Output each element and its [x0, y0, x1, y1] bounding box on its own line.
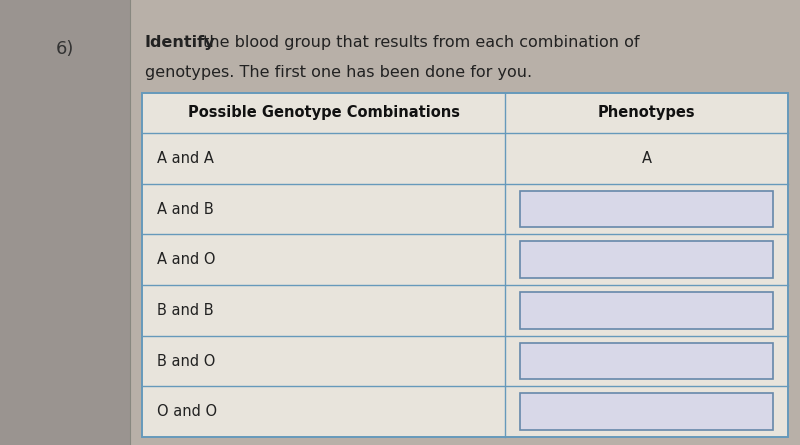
Bar — [520, 343, 773, 379]
Bar — [142, 93, 788, 437]
Bar — [0, 0, 130, 445]
Text: A and A: A and A — [157, 151, 214, 166]
Bar — [520, 190, 773, 227]
Text: A and B: A and B — [157, 202, 214, 217]
Text: 6): 6) — [56, 40, 74, 58]
Bar — [520, 393, 773, 430]
Text: O and O: O and O — [157, 404, 217, 419]
Text: Phenotypes: Phenotypes — [598, 105, 695, 121]
Bar — [142, 93, 788, 437]
Text: B and O: B and O — [157, 353, 215, 368]
Text: genotypes. The first one has been done for you.: genotypes. The first one has been done f… — [145, 65, 532, 80]
Text: A: A — [642, 151, 651, 166]
Text: Identify: Identify — [145, 35, 215, 50]
Text: the blood group that results from each combination of: the blood group that results from each c… — [198, 35, 640, 50]
Text: A and O: A and O — [157, 252, 215, 267]
Text: B and B: B and B — [157, 303, 214, 318]
Bar — [520, 292, 773, 329]
Bar — [520, 241, 773, 278]
Text: Possible Genotype Combinations: Possible Genotype Combinations — [187, 105, 459, 121]
